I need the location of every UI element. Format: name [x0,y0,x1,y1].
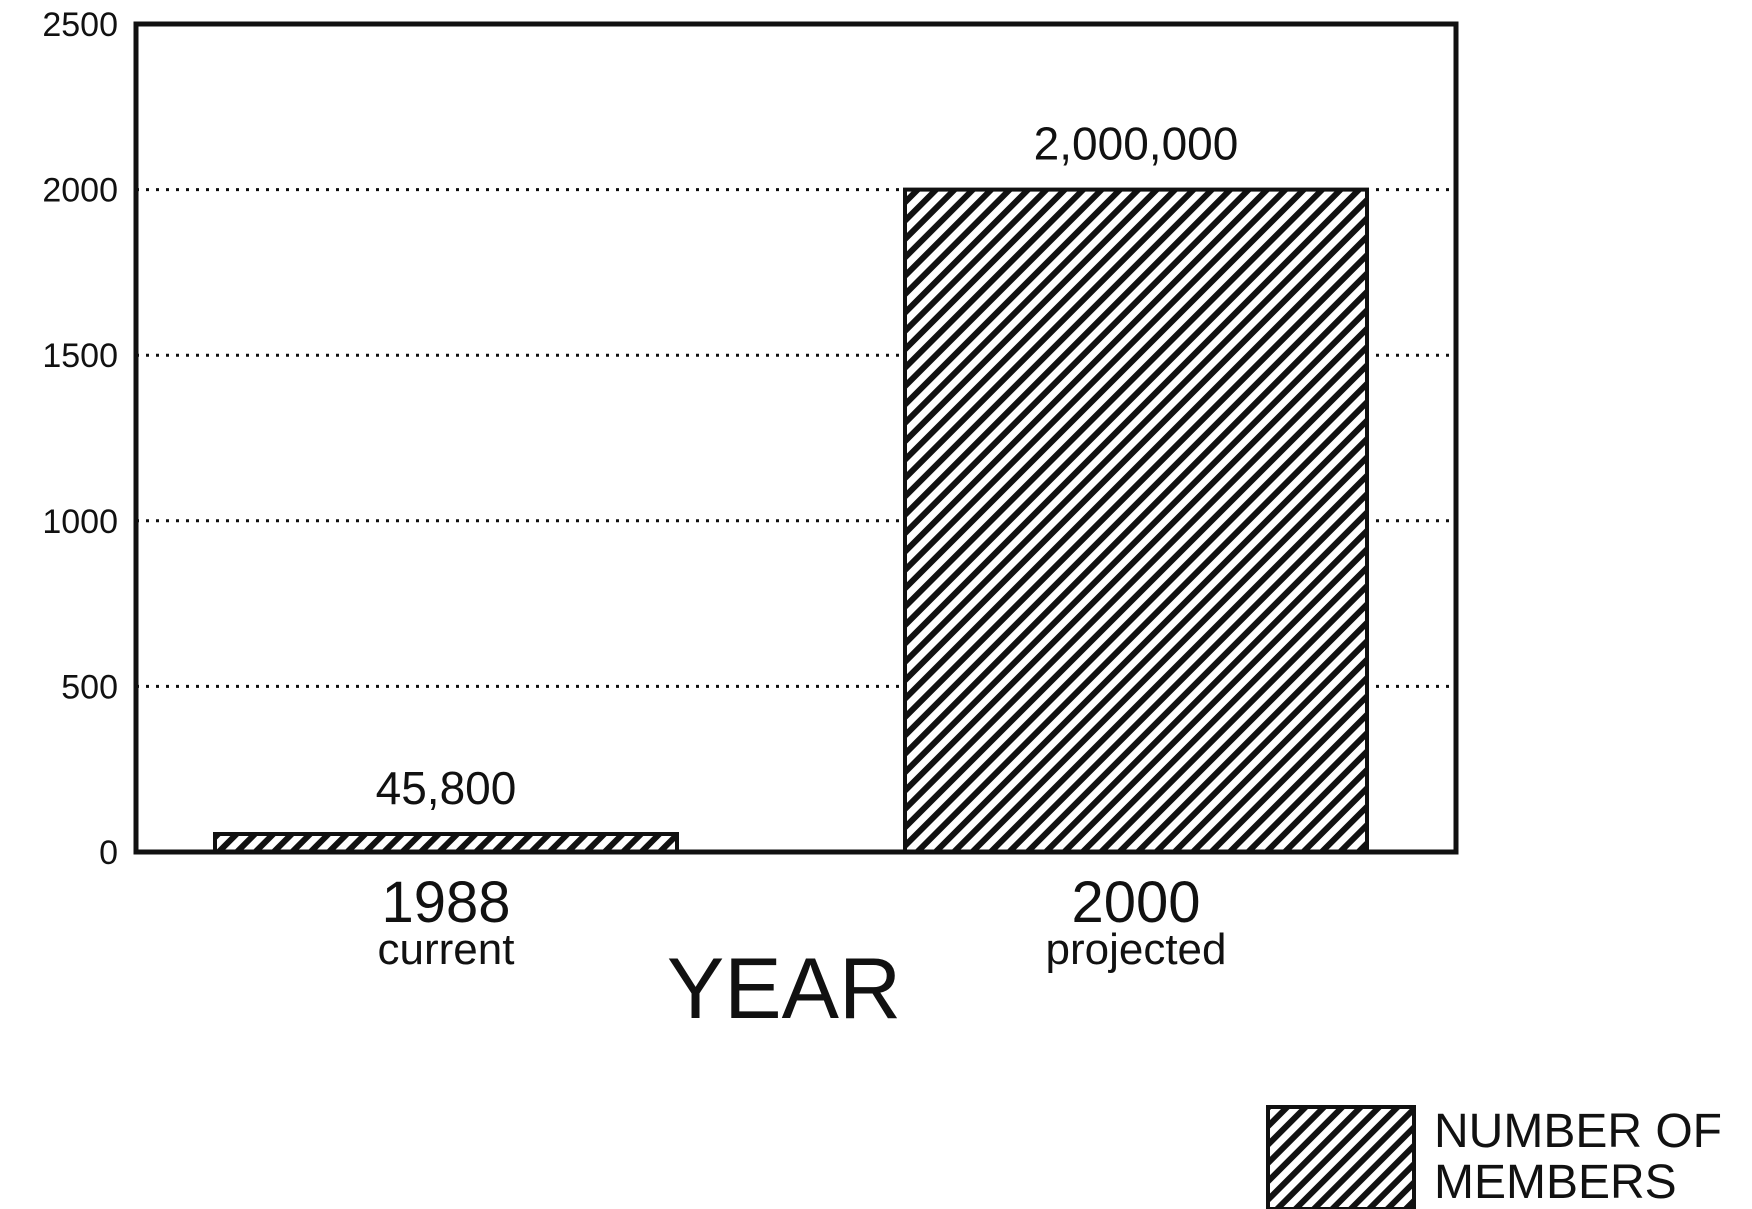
legend-label-line1: NUMBER OF [1434,1105,1722,1158]
x-tick-label-2000: 2000 [1071,870,1200,935]
y-tick-label: 2500 [42,6,118,44]
legend-swatch [1266,1105,1416,1209]
x-tick-label-1988: 1988 [381,870,510,935]
bar-1988 [213,832,679,854]
y-tick-label: 0 [99,834,118,872]
plot-frame [133,21,1459,855]
y-tick-label: 500 [61,668,118,706]
x-tick-sublabel-2000: projected [1045,925,1226,974]
x-tick-sublabel-1988: current [378,925,515,974]
legend-label-line2: MEMBERS [1434,1156,1677,1209]
data-label-1988: 45,800 [376,762,517,814]
data-label-2000: 2,000,000 [1034,118,1239,170]
bar-2000 [903,187,1369,855]
y-tick-label: 1500 [42,337,118,375]
data-labels: 45,800 2,000,000 [376,118,1239,814]
legend: NUMBER OF MEMBERS [1266,1105,1722,1209]
x-axis-title: YEAR [667,941,901,1037]
y-axis-tick-labels: 0 500 1000 1500 2000 2500 [42,6,118,872]
y-tick-label: 1000 [42,503,118,541]
y-tick-label: 2000 [42,172,118,210]
